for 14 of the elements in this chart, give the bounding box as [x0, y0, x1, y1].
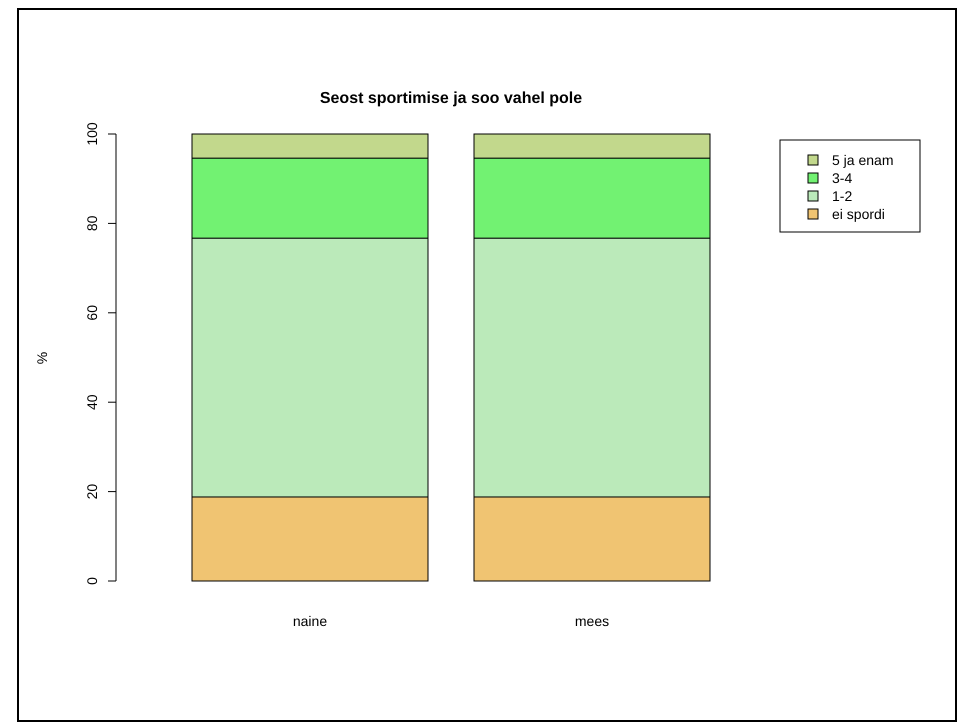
y-tick-label: 0: [84, 576, 100, 585]
y-axis-title: %: [34, 352, 50, 364]
chart-title: Seost sportimise ja soo vahel pole: [320, 90, 582, 107]
legend-label: 5 ja enam: [832, 152, 894, 168]
legend-label: ei spordi: [832, 206, 885, 222]
y-tick-label: 60: [84, 304, 100, 321]
x-tick-label: naine: [292, 613, 328, 629]
legend-label: 1-2: [832, 188, 852, 204]
x-tick-label: mees: [574, 613, 610, 629]
y-tick-label: 100: [84, 122, 100, 146]
legend-label: 3-4: [832, 170, 852, 186]
y-tick-label: 40: [84, 394, 100, 410]
y-tick-label: 20: [84, 484, 100, 500]
y-tick-label: 80: [84, 215, 100, 232]
